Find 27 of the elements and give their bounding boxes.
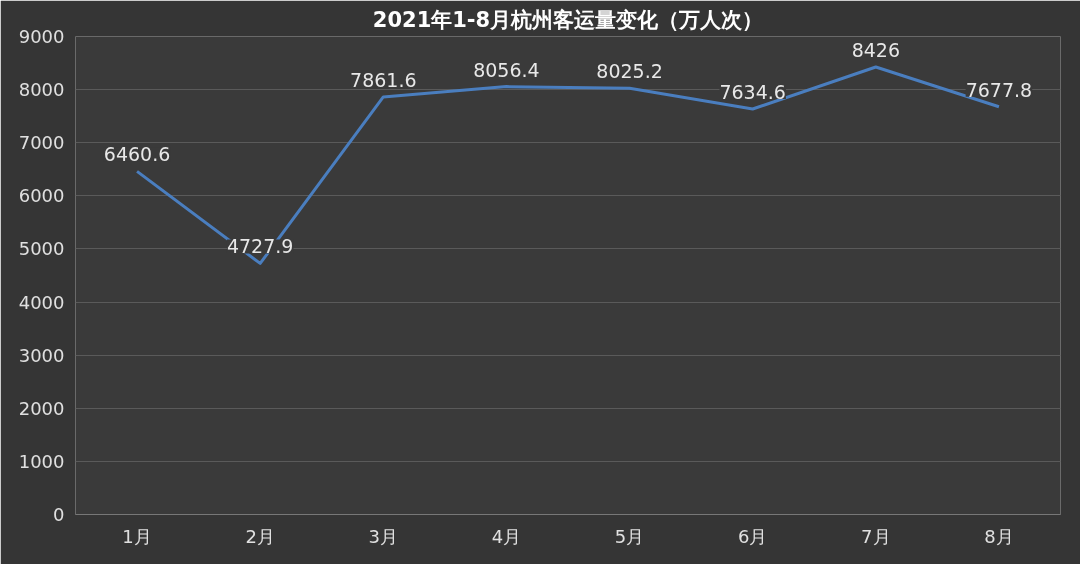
y-tick-label: 3000 bbox=[18, 344, 65, 366]
data-label: 6460.6 bbox=[103, 143, 171, 166]
y-tick-label: 2000 bbox=[18, 397, 65, 419]
x-tick-label: 4月 bbox=[491, 525, 522, 547]
y-tick-label: 6000 bbox=[18, 185, 65, 207]
data-label: 8426 bbox=[851, 38, 900, 61]
x-tick-label: 2月 bbox=[245, 525, 275, 547]
data-label: 8056.4 bbox=[473, 58, 540, 81]
data-label: 4727.9 bbox=[226, 235, 294, 258]
chart-title: 2021年1-8月杭州客运量变化（万人次） bbox=[372, 7, 764, 32]
y-tick-label: 8000 bbox=[18, 79, 65, 101]
y-tick-label: 4000 bbox=[18, 291, 65, 313]
y-tick-label: 1000 bbox=[18, 450, 65, 472]
y-tick-label: 7000 bbox=[18, 132, 65, 154]
y-tick-label: 9000 bbox=[18, 26, 65, 47]
data-label: 7677.8 bbox=[965, 78, 1033, 101]
x-tick-label: 6月 bbox=[737, 525, 768, 547]
data-label: 7634.6 bbox=[719, 81, 786, 104]
x-tick-label: 7月 bbox=[861, 525, 891, 547]
x-tick-label: 8月 bbox=[984, 525, 1014, 547]
y-tick-label: 0 bbox=[53, 504, 65, 525]
x-tick-label: 5月 bbox=[614, 525, 645, 547]
data-label: 8025.2 bbox=[596, 60, 663, 83]
y-tick-label: 5000 bbox=[18, 238, 65, 260]
data-label: 7861.6 bbox=[350, 68, 417, 91]
x-tick-label: 1月 bbox=[122, 525, 152, 547]
x-tick-label: 3月 bbox=[368, 525, 399, 547]
